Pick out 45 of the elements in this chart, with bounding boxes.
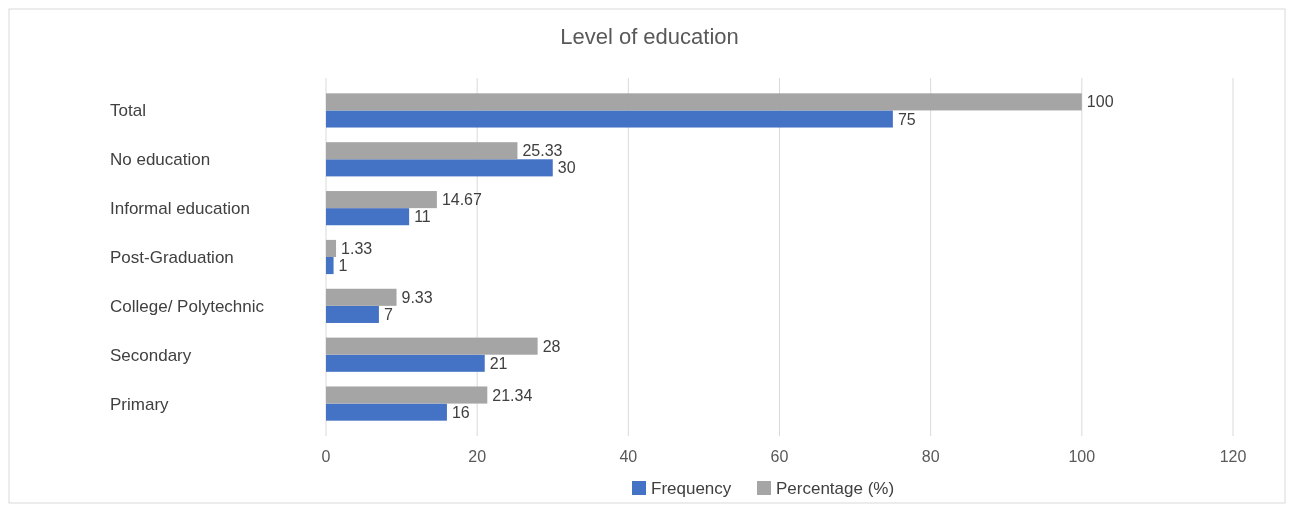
bar <box>326 257 334 275</box>
y-tick-label: Post-Graduation <box>110 247 234 267</box>
legend-label: Frequency <box>651 478 732 498</box>
bar <box>326 159 553 177</box>
bar <box>326 403 447 421</box>
data-label: 21 <box>489 354 508 372</box>
bar <box>326 110 893 128</box>
bar <box>326 208 410 226</box>
chart-title: Level of education <box>560 24 739 49</box>
data-label: 14.67 <box>441 191 483 209</box>
x-tick-label: 80 <box>921 448 940 465</box>
x-tick-label: 120 <box>1219 448 1247 465</box>
y-tick-label: Total <box>110 101 146 121</box>
x-tick-label: 100 <box>1068 448 1096 465</box>
data-label: 9.33 <box>401 288 433 306</box>
data-label: 100 <box>1086 93 1114 111</box>
y-tick-label: No education <box>110 150 211 170</box>
y-tick-label: Informal education <box>110 199 250 219</box>
bar <box>326 354 485 372</box>
data-label: 21.34 <box>492 386 533 404</box>
x-tick-label: 0 <box>321 448 331 465</box>
y-tick-label: College/ Polytechnic <box>110 296 265 316</box>
bar <box>326 239 337 257</box>
data-label: 75 <box>897 110 916 128</box>
y-tick-label: Secondary <box>110 345 192 365</box>
x-tick-label: 20 <box>468 448 487 465</box>
y-tick-label: Primary <box>110 394 170 414</box>
bar <box>326 93 1082 111</box>
data-label: 25.33 <box>522 142 563 160</box>
data-label: 11 <box>414 208 431 226</box>
data-label: 7 <box>383 306 393 324</box>
x-tick-label: 40 <box>619 448 638 465</box>
data-label: 16 <box>451 403 470 421</box>
bar <box>326 142 518 160</box>
data-label: 30 <box>557 159 576 177</box>
bar <box>326 191 437 209</box>
data-label: 1.33 <box>341 240 373 258</box>
bar <box>326 337 538 355</box>
legend-label: Percentage (%) <box>776 478 895 498</box>
data-label: 1 <box>338 257 348 275</box>
bar <box>326 305 379 323</box>
bar <box>326 386 488 404</box>
bar <box>326 288 397 306</box>
data-label: 28 <box>542 337 561 355</box>
x-tick-label: 60 <box>770 448 789 465</box>
